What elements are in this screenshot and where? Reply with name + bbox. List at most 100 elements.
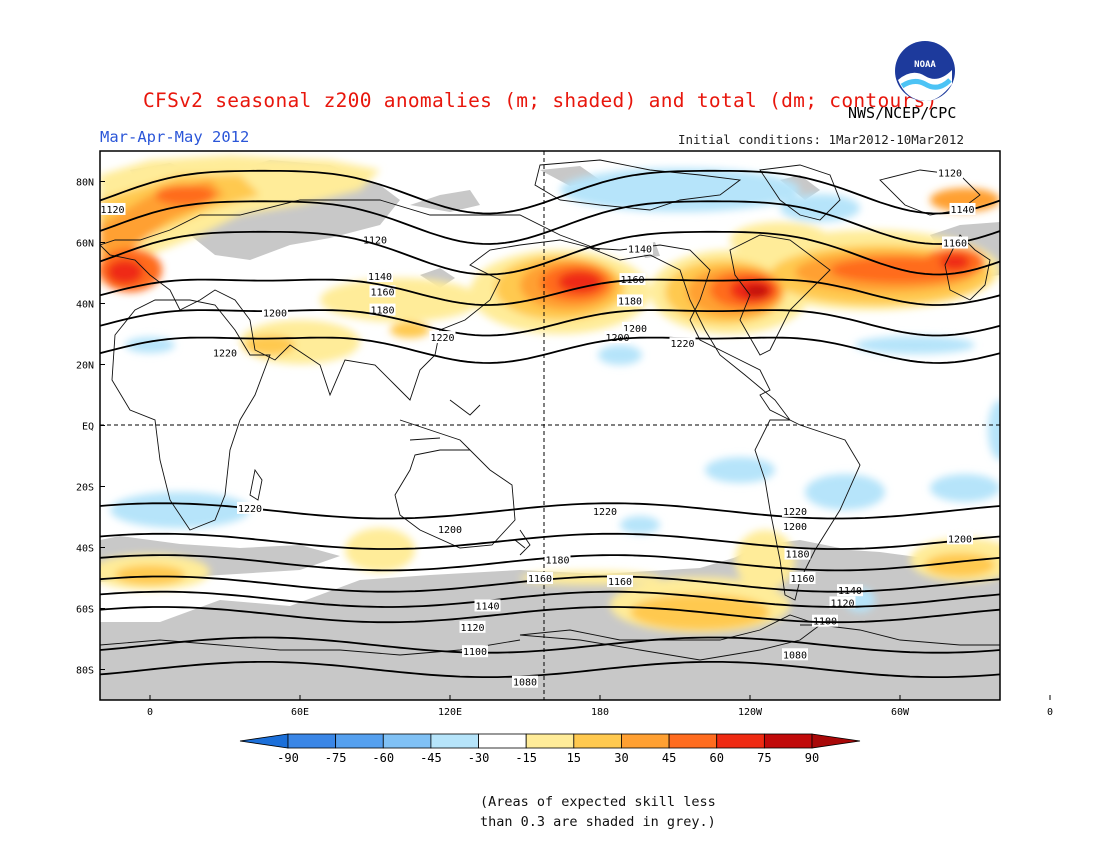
contour-line	[100, 230, 1000, 276]
contour-line	[100, 590, 1000, 608]
svg-text:1160: 1160	[370, 287, 394, 298]
contour-label: 1220	[592, 504, 618, 518]
contour-label: 1220	[212, 346, 238, 359]
contour-label: 1140	[949, 202, 976, 216]
legend-swatch	[573, 733, 622, 749]
contour-label: 1180	[369, 303, 396, 317]
legend-swatch	[668, 733, 718, 749]
legend-swatch	[621, 733, 670, 749]
legend-swatch	[287, 733, 337, 749]
svg-text:1100: 1100	[463, 647, 487, 658]
contour-line	[100, 309, 1000, 337]
svg-text:1160: 1160	[528, 574, 552, 585]
contour-lines: 1080108011001100112011201120112011201140…	[100, 166, 1000, 689]
contour-label: 1200	[947, 532, 973, 545]
contour-label: 1200	[262, 306, 288, 320]
legend-tick-label: 60	[710, 751, 724, 765]
season-label: Mar-Apr-May 2012	[100, 128, 250, 146]
legend-tick-label: 90	[805, 751, 819, 765]
contour-label: 1220	[669, 337, 696, 350]
svg-text:1200: 1200	[438, 525, 462, 536]
contour-line	[100, 200, 1000, 245]
svg-text:1220: 1220	[670, 339, 694, 350]
legend-swatch	[716, 733, 765, 749]
contour-label: 1180	[784, 547, 811, 561]
contour-label: 1220	[782, 504, 808, 518]
legend-tick-label: 45	[662, 751, 676, 765]
lat-tick-label: 60S	[76, 605, 94, 616]
lon-tick-label: 60E	[291, 707, 309, 718]
contour-label: 1080	[782, 648, 808, 661]
lat-tick-label: 80S	[76, 666, 94, 677]
svg-text:1120: 1120	[830, 598, 854, 609]
legend-swatch	[525, 733, 575, 749]
contour-label: 1220	[429, 331, 456, 344]
logo-text: NOAA	[914, 60, 936, 70]
contour-line	[100, 532, 1000, 550]
contour-label: 1160	[607, 575, 633, 588]
contour-label: 1120	[459, 620, 486, 634]
svg-text:1120: 1120	[100, 205, 124, 216]
legend-tick-label: -90	[277, 751, 299, 765]
svg-text:1080: 1080	[513, 678, 537, 689]
contour-label: 1120	[937, 166, 963, 179]
svg-text:1180: 1180	[785, 550, 809, 561]
svg-text:1200: 1200	[623, 324, 647, 335]
svg-text:1200: 1200	[948, 534, 972, 545]
svg-text:1120: 1120	[938, 168, 962, 179]
svg-text:1220: 1220	[593, 507, 617, 518]
svg-text:1160: 1160	[943, 239, 967, 250]
legend-swatch	[763, 733, 813, 749]
contour-label: 1120	[100, 202, 126, 216]
legend-tick-label: 30	[614, 751, 628, 765]
contour-line	[100, 636, 1000, 654]
agency-label: NWS/NCEP/CPC	[848, 104, 957, 122]
svg-text:1200: 1200	[783, 522, 807, 533]
svg-text:1120: 1120	[460, 623, 484, 634]
contour-label: 1200	[437, 523, 463, 536]
svg-text:1160: 1160	[608, 577, 632, 588]
initial-conditions-label: Initial conditions: 1Mar2012-10Mar2012	[678, 132, 964, 147]
contour-label: 1160	[789, 572, 816, 585]
legend-swatch	[430, 733, 479, 749]
svg-text:1220: 1220	[430, 333, 454, 344]
contour-label: 1080	[512, 675, 538, 689]
contour-label: 1200	[622, 321, 648, 335]
noaa-logo: NOAA	[895, 41, 955, 102]
skill-note: (Areas of expected skill less than 0.3 a…	[480, 792, 716, 832]
lat-tick-label: 20S	[76, 483, 94, 494]
skill-note-line2: than 0.3 are shaded in grey.)	[480, 814, 716, 830]
contour-label: 1160	[527, 572, 553, 585]
contour-label: 1200	[782, 520, 808, 533]
contour-label: 1220	[237, 501, 263, 515]
svg-text:1140: 1140	[950, 205, 974, 216]
lat-tick-label: 20N	[76, 361, 94, 372]
lon-tick-label: 120W	[738, 707, 763, 718]
legend-swatch	[382, 733, 432, 749]
contour-label: 1100	[462, 645, 488, 658]
contour-label: 1140	[474, 599, 501, 612]
lat-tick-label: 40S	[76, 544, 94, 555]
svg-text:1140: 1140	[475, 601, 499, 612]
legend-tick-label: -15	[515, 751, 537, 765]
contour-line	[100, 661, 1000, 678]
legend-tick-label: 15	[567, 751, 581, 765]
contour-line	[100, 606, 1000, 624]
lat-tick-label: EQ	[82, 422, 94, 433]
map-axes: 80N 60N 40N 20N EQ 20S 40S 60S 80S 0 60E 120E 180 120…	[76, 178, 1053, 719]
svg-text:1120: 1120	[363, 235, 387, 246]
contour-label: 1160	[369, 285, 396, 298]
contour-label: 1180	[617, 294, 643, 307]
svg-text:1220: 1220	[238, 504, 262, 515]
svg-text:1080: 1080	[783, 650, 807, 661]
svg-text:1220: 1220	[783, 507, 807, 518]
lon-tick-label: 60W	[891, 707, 910, 718]
contour-line	[100, 278, 1000, 306]
legend-tick-label: -60	[372, 751, 394, 765]
contour-line	[100, 336, 1000, 364]
lon-tick-label: 0	[1047, 707, 1053, 718]
chart-title: CFSv2 seasonal z200 anomalies (m; shaded…	[143, 89, 938, 112]
legend-tick-label: -75	[325, 751, 347, 765]
svg-text:1180: 1180	[545, 556, 569, 567]
